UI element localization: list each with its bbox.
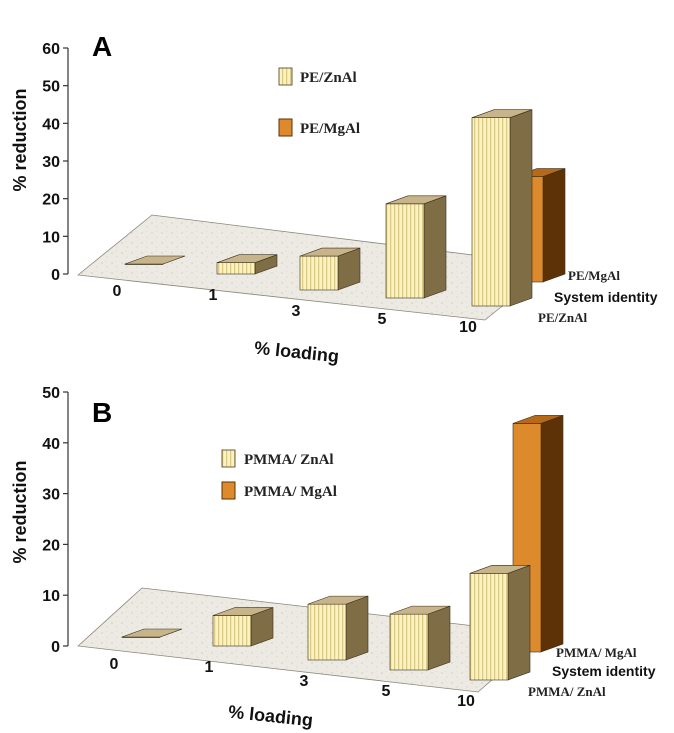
y-tick-label: 10 [42, 229, 60, 246]
depth-category-front: PMMA/ ZnAl [528, 684, 606, 699]
bar-peznal-0-top [124, 255, 186, 265]
y-tick-label: 30 [42, 487, 60, 504]
legend-label-znal: PE/ZnAl [300, 70, 357, 86]
bar-pmmaznal-1-front [212, 615, 252, 647]
bar-pmmaznal-5-side [427, 605, 451, 671]
chart-panel-b: 0 10 20 30 40 50 0 1 3 5 10 B % reduction % loadi… [10, 385, 656, 730]
bar-pmmaznal-5 [389, 605, 451, 671]
legend-item-mgal: PE/MgAl [278, 118, 360, 137]
x-axis-title: % loading [227, 702, 314, 731]
legend-swatch-znal [221, 449, 236, 468]
depth-category-back: PMMA/ MgAl [556, 645, 637, 660]
bar-peznal-10 [471, 109, 533, 307]
bar-peznal-3-front [299, 255, 339, 291]
legend-item-mgal: PMMA/ MgAl [221, 481, 337, 500]
depth-axis-title: System identity [554, 289, 658, 305]
depth-category-front: PE/ZnAl [538, 310, 588, 325]
bar-pmmaznal-5-top [389, 605, 451, 615]
bar-peznal-5-side [423, 195, 447, 299]
bar-pmmaznal-0-top [121, 628, 183, 638]
legend-swatch-znal [278, 67, 293, 86]
bar-pmmaznal-3-top [307, 595, 369, 605]
legend: PMMA/ ZnAl PMMA/ MgAl [221, 449, 337, 500]
x-axis-title: % loading [253, 338, 340, 367]
bar-pmmaznal-1 [212, 607, 274, 647]
y-tick-label: 10 [42, 588, 60, 605]
bar-peznal-3-top [299, 247, 361, 257]
depth-axis-title: System identity [552, 663, 656, 679]
bar-peznal-1-front [216, 262, 256, 275]
y-tick-label: 0 [51, 267, 60, 284]
bar-pmmaznal-10 [469, 564, 531, 681]
legend-label-znal: PMMA/ ZnAl [244, 452, 334, 468]
panel-label: A [92, 31, 112, 62]
bar-pmmaznal-0 [121, 628, 183, 638]
x-tick-label: 5 [382, 683, 391, 700]
x-tick-label: 0 [110, 656, 119, 673]
legend-swatch-mgal [221, 481, 236, 500]
bar-peznal-10-top [471, 109, 533, 118]
bar-pemgal-10-side [542, 168, 566, 283]
bar-peznal-3 [299, 247, 361, 291]
y-tick-label: 20 [42, 537, 60, 554]
y-tick-label: 20 [42, 192, 60, 209]
bar-pmmamgal-10-side [540, 414, 564, 653]
bar-peznal-1 [216, 254, 278, 275]
y-tick-label: 60 [42, 41, 60, 58]
bar-peznal-10-front [471, 117, 511, 307]
bar-peznal-1-top [216, 254, 278, 264]
x-tick-label: 5 [378, 311, 387, 328]
x-tick-label: 1 [209, 287, 218, 304]
panel-label: B [92, 397, 112, 428]
x-tick-label: 0 [113, 283, 122, 300]
bar-pmmaznal-10-front [469, 573, 509, 681]
x-tick-label: 10 [459, 319, 477, 336]
depth-category-back: PE/MgAl [568, 268, 620, 283]
y-tick-label: 40 [42, 436, 60, 453]
legend-swatch-mgal [278, 118, 293, 137]
y-tick-label: 30 [42, 154, 60, 171]
y-tick-label: 50 [42, 79, 60, 96]
bar-pmmaznal-3-front [307, 603, 347, 661]
bar-pmmaznal-3 [307, 595, 369, 661]
x-tick-label: 3 [292, 303, 301, 320]
legend-label-mgal: PE/MgAl [300, 121, 360, 137]
bar-peznal-0 [124, 255, 186, 265]
bar-pmmaznal-3-side [345, 595, 369, 661]
bar-pmmaznal-1-top [212, 607, 274, 616]
legend: PE/ZnAl PE/MgAl [278, 67, 360, 137]
chart-panel-a: 0 10 20 30 40 50 60 0 1 3 5 10 A % reduction % loa… [10, 31, 658, 366]
bar-peznal-5-top [385, 195, 447, 205]
x-tick-label: 1 [205, 659, 214, 676]
legend-item-znal: PMMA/ ZnAl [221, 449, 334, 468]
x-tick-label: 10 [457, 693, 475, 710]
y-axis-title: % reduction [10, 460, 30, 563]
bar-peznal-10-side [509, 109, 533, 307]
bar-peznal-5 [385, 195, 447, 299]
y-tick-label: 0 [51, 639, 60, 656]
legend-label-mgal: PMMA/ MgAl [244, 484, 337, 500]
bar-pmmamgal-10-top [512, 415, 564, 424]
y-tick-label: 50 [42, 385, 60, 402]
bar-pmmaznal-5-front [389, 613, 429, 671]
bar-pmmaznal-10-side [507, 564, 531, 681]
bar-peznal-5-front [385, 203, 425, 299]
y-axis-title: % reduction [10, 88, 30, 191]
y-tick-label: 40 [42, 116, 60, 133]
x-tick-label: 3 [300, 673, 309, 690]
legend-item-znal: PE/ZnAl [278, 67, 357, 86]
bar-pmmaznal-10-top [469, 565, 531, 574]
